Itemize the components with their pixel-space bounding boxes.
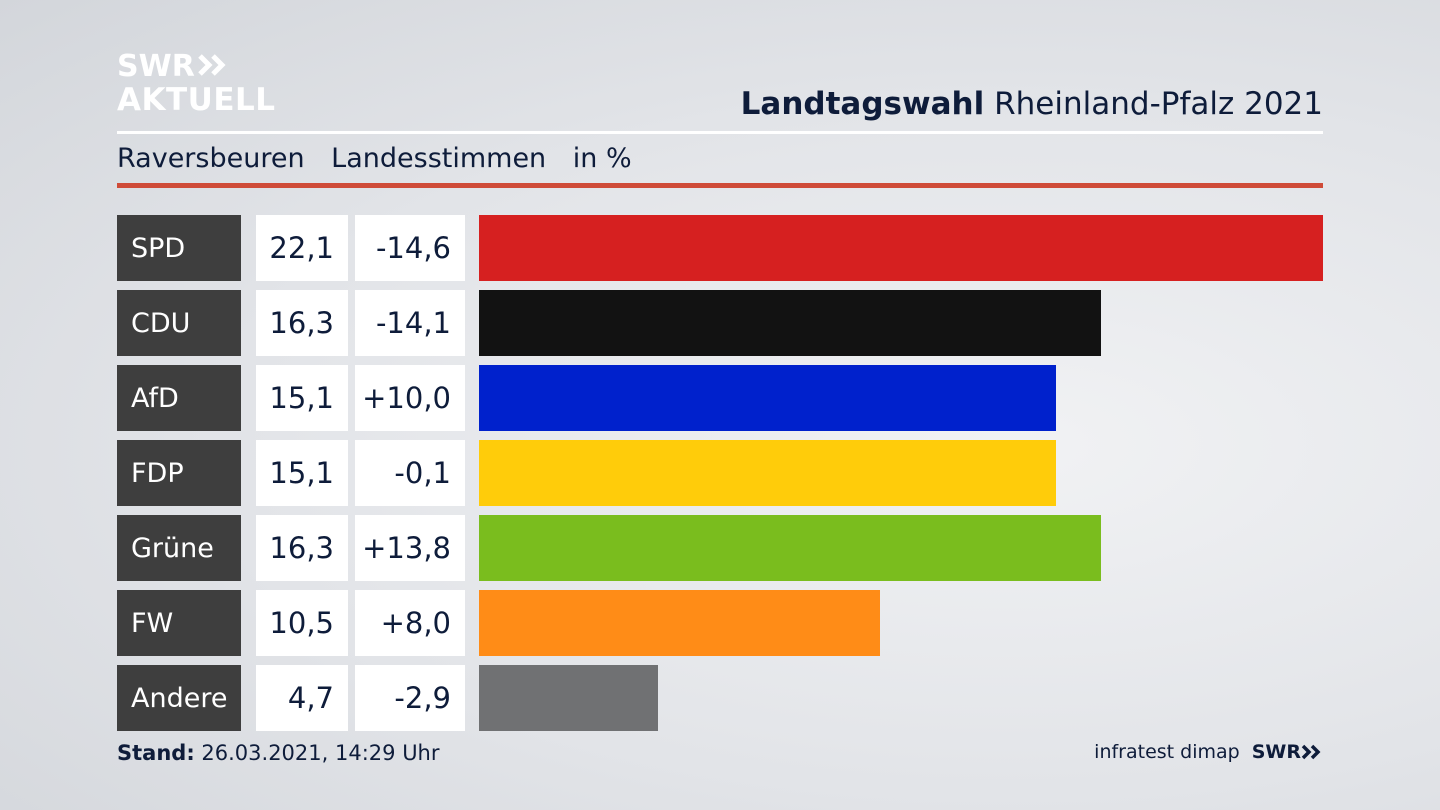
source-label: infratest dimap	[1094, 741, 1240, 763]
result-bar	[479, 215, 1323, 281]
party-label: FW	[117, 590, 241, 656]
change-label: +10,0	[355, 365, 465, 431]
accent-divider	[117, 183, 1323, 188]
vote-share-label: 15,1	[256, 440, 348, 506]
vote-share-label: 22,1	[256, 215, 348, 281]
change-label: -14,1	[355, 290, 465, 356]
subheader: Raversbeuren Landesstimmen in %	[117, 143, 650, 174]
source-credit: infratest dimap SWR	[1094, 741, 1323, 763]
change-label: +8,0	[355, 590, 465, 656]
vote-share-label: 4,7	[256, 665, 348, 731]
double-chevron-icon	[198, 52, 228, 82]
stand-value: 26.03.2021, 14:29 Uhr	[201, 741, 440, 765]
vote-share-label: 10,5	[256, 590, 348, 656]
title-bold: Landtagswahl	[740, 86, 985, 122]
timestamp: Stand: 26.03.2021, 14:29 Uhr	[117, 741, 440, 765]
logo-line2: AKTUELL	[117, 82, 276, 118]
stand-label: Stand:	[117, 741, 195, 765]
party-label: SPD	[117, 215, 241, 281]
party-label: AfD	[117, 365, 241, 431]
swr-aktuell-logo: SWR AKTUELL	[117, 52, 276, 116]
vote-share-label: 16,3	[256, 515, 348, 581]
change-label: -14,6	[355, 215, 465, 281]
result-bar	[479, 665, 658, 731]
result-bar	[479, 365, 1056, 431]
result-bar	[479, 515, 1101, 581]
logo-line1: SWR	[117, 49, 195, 84]
swr-brand: SWR	[1252, 741, 1323, 763]
chart-row: FW 10,5 +8,0	[117, 590, 1323, 656]
chart-row: AfD 15,1 +10,0	[117, 365, 1323, 431]
party-label: FDP	[117, 440, 241, 506]
change-label: -0,1	[355, 440, 465, 506]
result-bar	[479, 590, 880, 656]
result-bar	[479, 290, 1101, 356]
party-label: Andere	[117, 665, 241, 731]
chart-row: SPD 22,1 -14,6	[117, 215, 1323, 281]
party-label: CDU	[117, 290, 241, 356]
subheader-place: Raversbeuren	[117, 143, 305, 174]
change-label: +13,8	[355, 515, 465, 581]
chart-row: Andere 4,7 -2,9	[117, 665, 1323, 731]
party-label: Grüne	[117, 515, 241, 581]
subheader-unit: in %	[572, 143, 632, 174]
chart-row: Grüne 16,3 +13,8	[117, 515, 1323, 581]
vote-share-label: 15,1	[256, 365, 348, 431]
vote-share-label: 16,3	[256, 290, 348, 356]
result-bar	[479, 440, 1056, 506]
page-title: Landtagswahl Rheinland-Pfalz 2021	[741, 86, 1323, 122]
subheader-vote-type: Landesstimmen	[331, 143, 547, 174]
chart-row: FDP 15,1 -0,1	[117, 440, 1323, 506]
chart-row: CDU 16,3 -14,1	[117, 290, 1323, 356]
brand-label: SWR	[1251, 741, 1301, 763]
double-chevron-icon	[1301, 744, 1321, 760]
header-divider	[117, 131, 1323, 134]
change-label: -2,9	[355, 665, 465, 731]
title-rest: Rheinland-Pfalz 2021	[994, 86, 1323, 122]
